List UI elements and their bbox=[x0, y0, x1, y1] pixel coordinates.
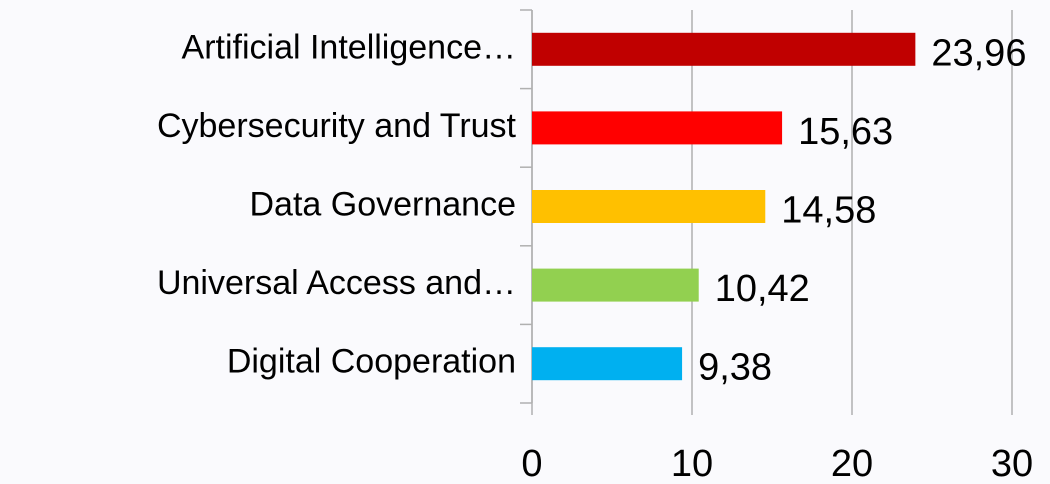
value-label: 9,38 bbox=[698, 347, 772, 389]
y-tick-label: Universal Access and… bbox=[157, 264, 516, 302]
x-tick-label: 0 bbox=[521, 443, 542, 484]
bar bbox=[532, 111, 783, 145]
y-tick-label: Cybersecurity and Trust bbox=[157, 107, 517, 145]
bar bbox=[532, 32, 916, 66]
value-label: 23,96 bbox=[931, 32, 1026, 74]
bar bbox=[532, 190, 766, 223]
y-tick-label: Artificial Intelligence… bbox=[182, 28, 516, 66]
x-tick-label: 10 bbox=[671, 443, 713, 484]
bar bbox=[532, 347, 683, 381]
value-label: 14,58 bbox=[781, 190, 876, 232]
value-label: 10,42 bbox=[715, 268, 810, 310]
x-tick-label: 30 bbox=[991, 443, 1033, 484]
value-label: 15,63 bbox=[798, 111, 893, 153]
bar bbox=[532, 268, 699, 302]
y-tick-label: Data Governance bbox=[250, 185, 517, 223]
x-tick-label: 20 bbox=[831, 443, 873, 484]
y-tick-label: Digital Cooperation bbox=[227, 343, 516, 381]
